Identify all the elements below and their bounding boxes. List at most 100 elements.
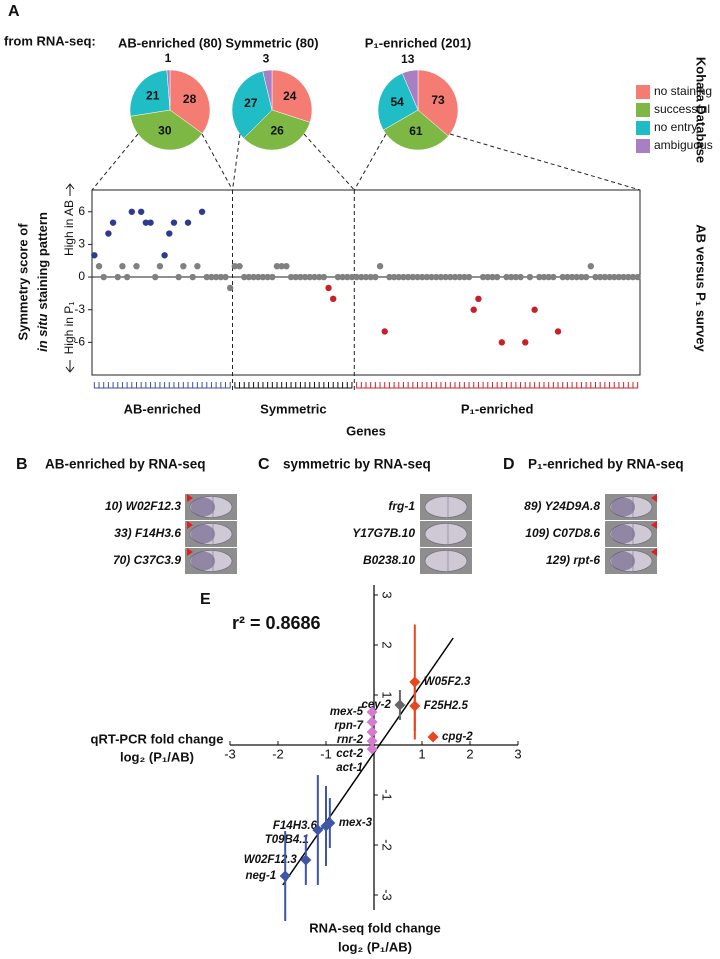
panel-label: B (16, 456, 28, 473)
gene-dot (255, 273, 262, 281)
gene-dot (479, 273, 487, 281)
point-label: neg-1 (246, 870, 277, 882)
gene-dot (226, 284, 234, 292)
gene-dot (447, 273, 454, 281)
gene-label: B0238.10 (363, 553, 415, 567)
gene-dot (245, 273, 253, 281)
gene-dot (236, 262, 243, 270)
gene-dot (334, 273, 342, 281)
pie-value-label: 27 (244, 96, 258, 110)
pie-slice (417, 69, 459, 137)
embryo-stain (191, 551, 215, 571)
pie-title: P₁-enriched (201) (365, 35, 472, 50)
panel-label: C (258, 456, 270, 473)
pie-value-label: 54 (390, 95, 404, 109)
panel-label: D (503, 456, 515, 473)
gene-dot (400, 273, 407, 281)
gene-dot (273, 262, 281, 270)
gene-label: 89) Y24D9A.8 (524, 499, 600, 513)
legend-label: no entry (654, 120, 697, 134)
pie-value-label: 24 (283, 89, 297, 103)
gene-dot (470, 306, 477, 313)
source-label: from RNA-seq: (4, 33, 96, 48)
gene-dot (222, 273, 229, 281)
gene-dot (615, 273, 623, 281)
embryo-stain (611, 524, 635, 544)
data-point (366, 735, 378, 747)
gene-dot (344, 273, 351, 281)
data-point (366, 726, 378, 738)
marker-arrow (651, 548, 657, 556)
gene-dot (601, 273, 609, 281)
gene-dot (198, 208, 206, 215)
direction-arrow (65, 360, 75, 373)
embryo (424, 496, 468, 518)
pie-slice (129, 69, 171, 117)
gene-dot (592, 273, 599, 281)
y-tick-label: 6 (78, 204, 85, 218)
gene-dot (493, 273, 501, 281)
x-axis-unit: log₂ (P₁/AB) (338, 939, 412, 954)
y-tick-label: -1 (380, 789, 395, 801)
gene-dot (540, 273, 548, 281)
gene-dot (564, 273, 571, 281)
gene-dot (278, 262, 285, 270)
gene-dot (475, 295, 482, 303)
gene-dot (625, 273, 632, 281)
gene-dot (212, 273, 220, 281)
pie-value-label: 1 (165, 51, 172, 65)
gene-dot (465, 273, 473, 281)
embryo (424, 550, 468, 572)
legend-label: no staining (654, 84, 712, 98)
gene-dot (512, 273, 520, 281)
gene-label: 33) F14H3.6 (114, 526, 181, 540)
gene-dot (315, 273, 323, 281)
marker-arrow (651, 494, 657, 502)
gene-dot (184, 219, 192, 226)
gene-dot (259, 273, 267, 281)
marker-arrow (651, 521, 657, 529)
gene-dot (596, 273, 604, 281)
gene-dot (325, 284, 332, 292)
marker-arrow (187, 494, 193, 502)
pie-slice (383, 109, 449, 151)
gene-dot (489, 273, 496, 281)
point-label: rpn-7 (334, 720, 363, 732)
point-label: act-1 (336, 762, 363, 774)
pie-value-label: 26 (270, 124, 284, 138)
direction-label: High in AB (62, 200, 76, 256)
point-label: mex-5 (330, 706, 364, 718)
gene-dot (241, 273, 248, 281)
gene-dot (367, 273, 374, 281)
pie-slice (401, 69, 419, 111)
gene-dot (330, 295, 337, 303)
panel-title: symmetric by RNA-seq (283, 457, 431, 472)
point-label: rnr-2 (337, 734, 364, 746)
gene-dot (128, 208, 136, 215)
x-tick-label: -1 (320, 746, 332, 761)
y-tick-label: 3 (380, 591, 395, 598)
gene-dot (395, 273, 402, 281)
gene-dot (484, 273, 491, 281)
y-tick-label: -2 (380, 839, 395, 851)
zoom-line (232, 133, 241, 191)
gene-dot (526, 273, 534, 281)
y-tick-label: -3 (380, 889, 395, 901)
gene-dot (442, 273, 449, 281)
y-axis-title: in situ staining pattern (35, 212, 50, 352)
gene-dot (559, 273, 566, 281)
plot-frame (91, 189, 641, 376)
gene-dot (573, 273, 580, 281)
y-tick-label: 2 (380, 641, 395, 648)
embryo-stain (611, 497, 635, 517)
gene-dot (208, 273, 215, 281)
data-point (366, 706, 378, 718)
pie-value-label: 21 (146, 89, 160, 103)
gene-dot (456, 273, 463, 281)
data-point (279, 870, 291, 882)
y-axis-unit: log₂ (P₁/AB) (120, 749, 194, 764)
pie-slice (377, 72, 419, 131)
y-tick-label: 3 (78, 237, 85, 251)
fit-line (282, 637, 454, 886)
database-label: Kohara Database (694, 57, 709, 163)
